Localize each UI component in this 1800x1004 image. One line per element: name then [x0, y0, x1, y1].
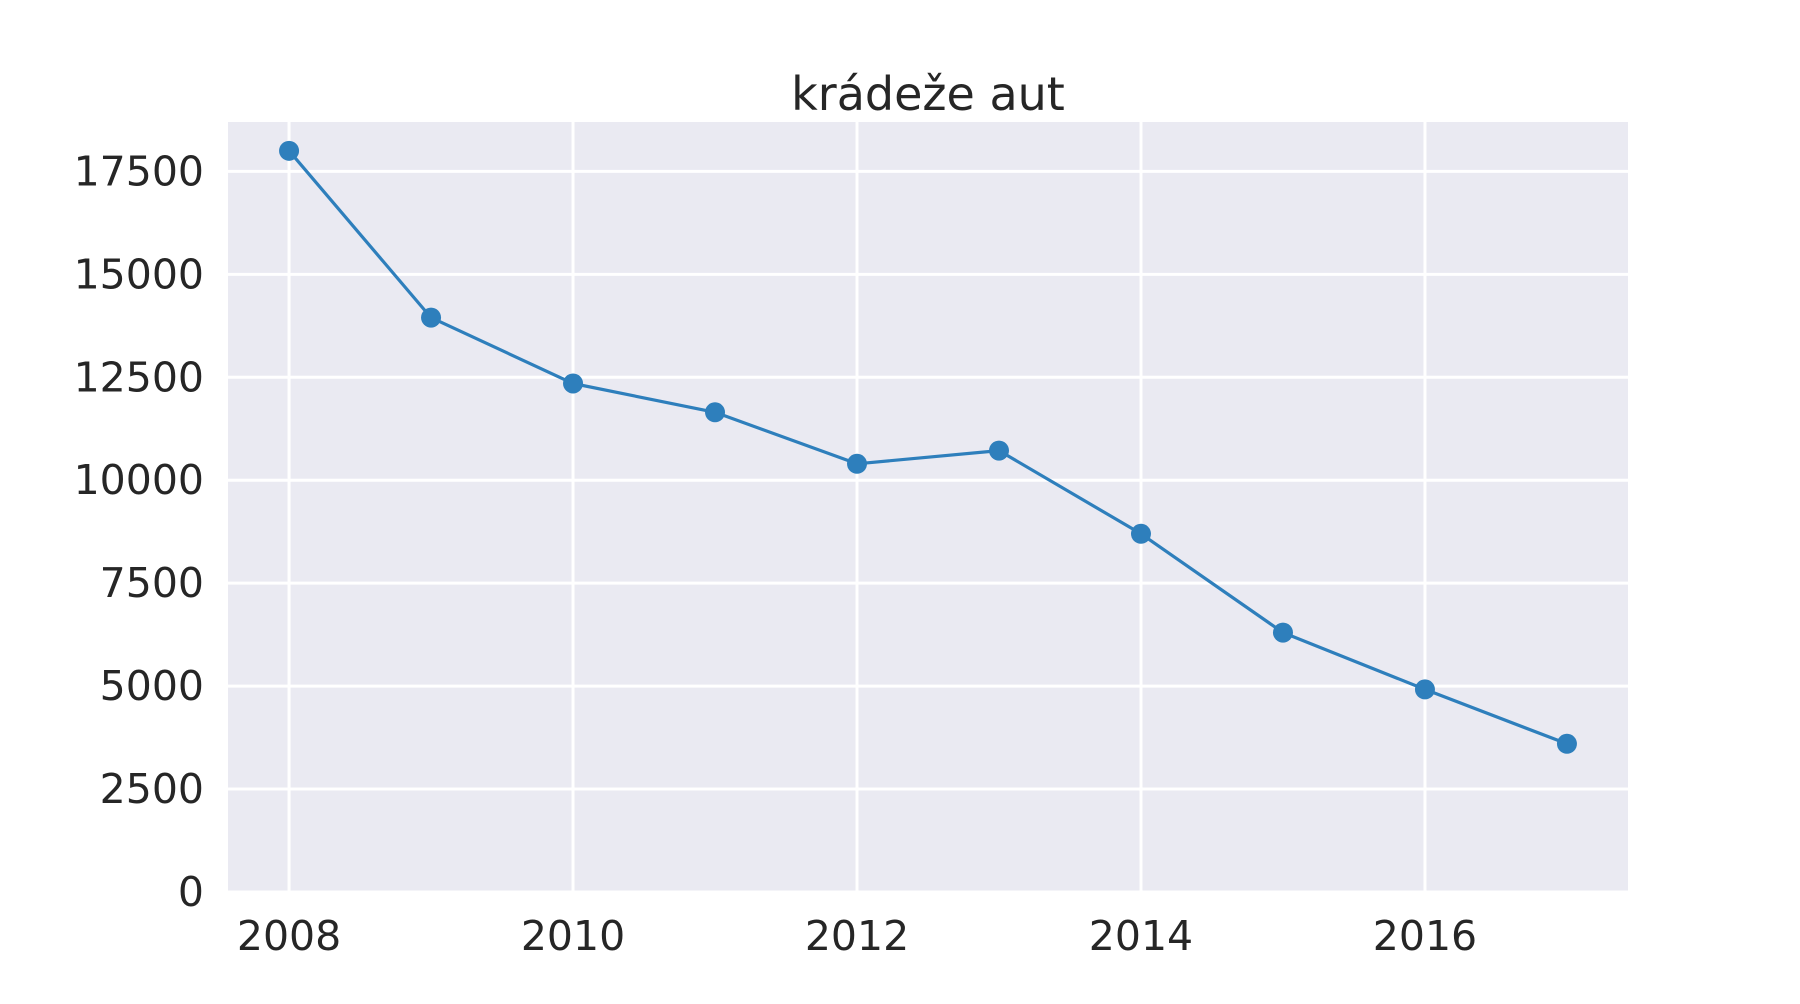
- axis-tick-labels: 0 2500 5000 7500 10000 12500 15000 17500 2008 201…: [74, 147, 1478, 960]
- y-tick-label: 10000: [74, 456, 204, 504]
- plot-area: [228, 122, 1628, 892]
- data-point: [421, 307, 442, 328]
- y-tick-label: 17500: [74, 147, 204, 195]
- data-point: [847, 453, 868, 474]
- data-point: [1130, 523, 1151, 544]
- y-tick-label: 0: [178, 868, 204, 916]
- y-tick-label: 7500: [100, 559, 204, 607]
- x-tick-label: 2008: [237, 912, 341, 960]
- grid-lines: [228, 122, 1628, 894]
- y-tick-label: 15000: [74, 250, 204, 298]
- y-tick-label: 12500: [74, 353, 204, 401]
- series-line: [287, 149, 1568, 746]
- x-tick-label: 2016: [1373, 912, 1477, 960]
- x-tick-label: 2012: [805, 912, 909, 960]
- data-point: [563, 373, 584, 394]
- data-point: [1272, 622, 1293, 643]
- x-tick-label: 2014: [1089, 912, 1193, 960]
- chart-title: krádeže aut: [791, 67, 1065, 121]
- y-tick-label: 2500: [100, 765, 204, 813]
- data-point: [279, 140, 300, 161]
- x-tick-label: 2010: [521, 912, 625, 960]
- data-point: [1556, 733, 1577, 754]
- data-point: [705, 402, 726, 423]
- data-markers: [279, 140, 1577, 754]
- y-tick-label: 5000: [100, 662, 204, 710]
- data-point: [988, 440, 1009, 461]
- data-point: [1414, 679, 1435, 700]
